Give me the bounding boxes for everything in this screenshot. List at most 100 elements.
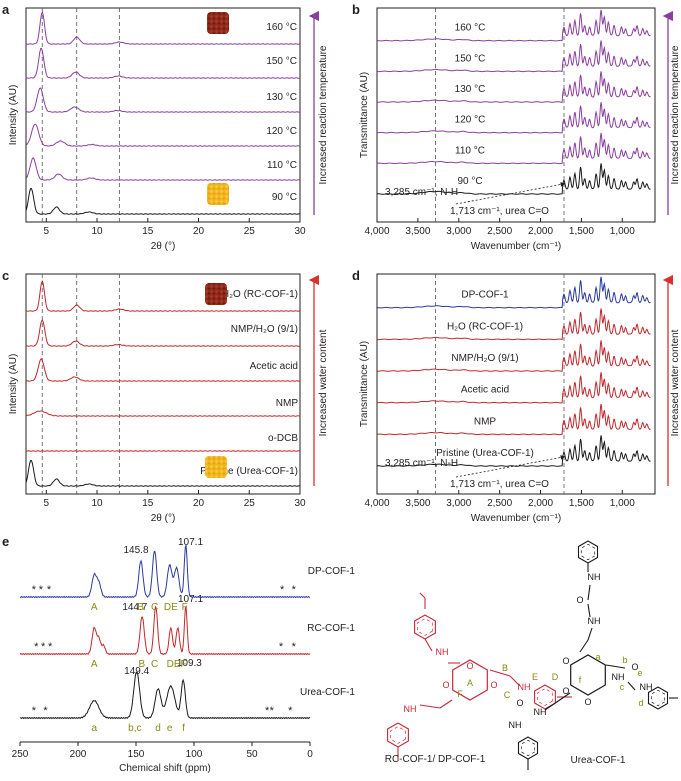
spinning-sideband-star: * — [265, 705, 270, 717]
x-tick-label: 4,000 — [364, 226, 389, 237]
peak-assignment-label: DE — [164, 602, 178, 613]
assignment-letter: F — [457, 689, 463, 699]
series-label-4: 150 °C — [266, 56, 297, 67]
nmr-trace-2 — [19, 545, 311, 599]
x-tick-label: 3,000 — [446, 498, 471, 509]
x-tick-label: 100 — [186, 749, 203, 760]
atom-label-nh: NH — [588, 616, 601, 626]
nmr-trace-label-0: Urea-COF-1 — [300, 687, 355, 698]
nmr-trace-label-2: DP-COF-1 — [308, 566, 356, 577]
x-axis-label: Wavenumber (cm⁻¹) — [471, 513, 561, 524]
series-line-1 — [25, 157, 301, 181]
atom-label-nh: NH — [518, 682, 531, 692]
series-line-2 — [376, 372, 651, 404]
panel-e: 250 200 150 100 50 0 Chemical shift (ppm) Urea-… — [12, 537, 356, 774]
benzene-ring-left-right-aromatic — [537, 688, 553, 706]
series-label-1: NMP — [474, 416, 497, 427]
x-tick-label: 15 — [142, 226, 154, 237]
bond — [587, 584, 591, 601]
peak-shift-value: 145.8 — [123, 545, 148, 556]
nmr-trace-1 — [19, 604, 311, 656]
peak-assignment-label: C — [151, 659, 158, 670]
plot-frame — [376, 273, 656, 495]
x-axis-label: Wavenumber (cm⁻¹) — [471, 241, 561, 252]
series-label-3: 130 °C — [266, 92, 297, 103]
peak-shift-value: 107.1 — [178, 594, 203, 605]
panel-letter-a: a — [2, 2, 10, 17]
annotation-nh: 3,285 cm⁻¹, N-H — [385, 458, 458, 469]
series-label-5: 160 °C — [266, 22, 297, 33]
series-line-3 — [25, 358, 301, 382]
x-tick-label: 10 — [91, 226, 103, 237]
peak-assignment-label: F — [182, 602, 188, 613]
atom-label-nh: NH — [534, 707, 547, 717]
series-line-5 — [25, 280, 301, 312]
central-ring-left — [452, 659, 488, 701]
x-tick-label: 20 — [193, 498, 205, 509]
series-line-4 — [376, 308, 651, 341]
series-line-0 — [25, 188, 301, 215]
x-tick-label: 20 — [193, 226, 205, 237]
series-line-1 — [376, 403, 651, 436]
series-label-4: NMP/H₂O (9/1) — [231, 324, 298, 335]
series-label-3: Acetic acid — [250, 361, 298, 372]
bond — [579, 639, 589, 653]
peak-shift-value: 109.3 — [177, 658, 202, 669]
series-line-4 — [25, 47, 301, 79]
peak-assignment-label: B — [137, 602, 144, 613]
x-tick-label: 15 — [142, 498, 154, 509]
peak-assignment-label: f — [182, 723, 185, 734]
series-label-5: H₂O (RC-COF-1) — [222, 289, 298, 300]
annotation-co: 1,713 cm⁻¹, urea C=O — [450, 479, 549, 490]
panel-letter-b: b — [352, 2, 360, 17]
x-tick-label: 4,000 — [364, 498, 389, 509]
x-axis-label: 2θ (°) — [151, 513, 176, 524]
atom-label-nh: NH — [640, 682, 653, 692]
atom-label-nh: NH — [509, 720, 522, 730]
panel-c: 5 10 15 20 25 30 2θ (°) Intensity (AU) Pristine … — [8, 273, 306, 524]
series-label-0: 90 °C — [272, 192, 297, 203]
assignment-letter: C — [504, 690, 511, 700]
atom-label-nh: NH — [404, 704, 417, 714]
assignment-letter: b — [622, 655, 627, 665]
peak-assignment-label: A — [91, 659, 98, 670]
series-line-4 — [376, 40, 651, 73]
series-line-3 — [376, 340, 651, 372]
spinning-sideband-star: * — [270, 705, 275, 717]
assignment-letter: D — [552, 672, 559, 682]
annotation-arrow — [455, 455, 566, 478]
x-tick-label: 3,500 — [405, 498, 430, 509]
benzene-ring-right-right — [647, 686, 669, 710]
x-tick-label: 2,500 — [487, 226, 512, 237]
series-label-2: Acetic acid — [461, 385, 509, 396]
x-tick-label: 25 — [244, 498, 256, 509]
atom-label-o: O — [562, 656, 569, 666]
plot-frame — [25, 273, 301, 495]
peak-assignment-label: DEF — [167, 659, 187, 670]
series-label-5: DP-COF-1 — [461, 290, 509, 301]
sample-photo-brown — [205, 283, 227, 305]
spinning-sideband-star: * — [39, 584, 44, 596]
y-axis-label: Intensity (AU) — [8, 85, 19, 146]
atom-label-nh: NH — [436, 647, 449, 657]
x-tick-label: 1,000 — [610, 498, 635, 509]
series-line-0 — [376, 163, 651, 195]
benzene-ring-left-top-aromatic — [417, 618, 433, 636]
x-tick-label: 5 — [44, 498, 50, 509]
series-label-1: o-DCB — [268, 433, 298, 444]
bond — [419, 592, 426, 599]
trend-label-c: Increased water content — [318, 329, 329, 436]
series-line-5 — [376, 276, 651, 309]
series-line-1 — [25, 450, 301, 452]
annotation-nh: 3,285 cm⁻¹, N-H — [385, 187, 458, 198]
atom-label-o: O — [516, 698, 523, 708]
series-line-0 — [25, 460, 301, 487]
series-line-3 — [376, 71, 651, 103]
series-line-4 — [25, 319, 301, 347]
spinning-sideband-star: * — [288, 705, 293, 717]
sample-photo-orange — [207, 183, 229, 205]
series-line-2 — [376, 102, 651, 134]
panel-letter-e: e — [2, 534, 9, 549]
x-tick-label: 150 — [128, 749, 145, 760]
x-tick-label: 1,500 — [569, 498, 594, 509]
